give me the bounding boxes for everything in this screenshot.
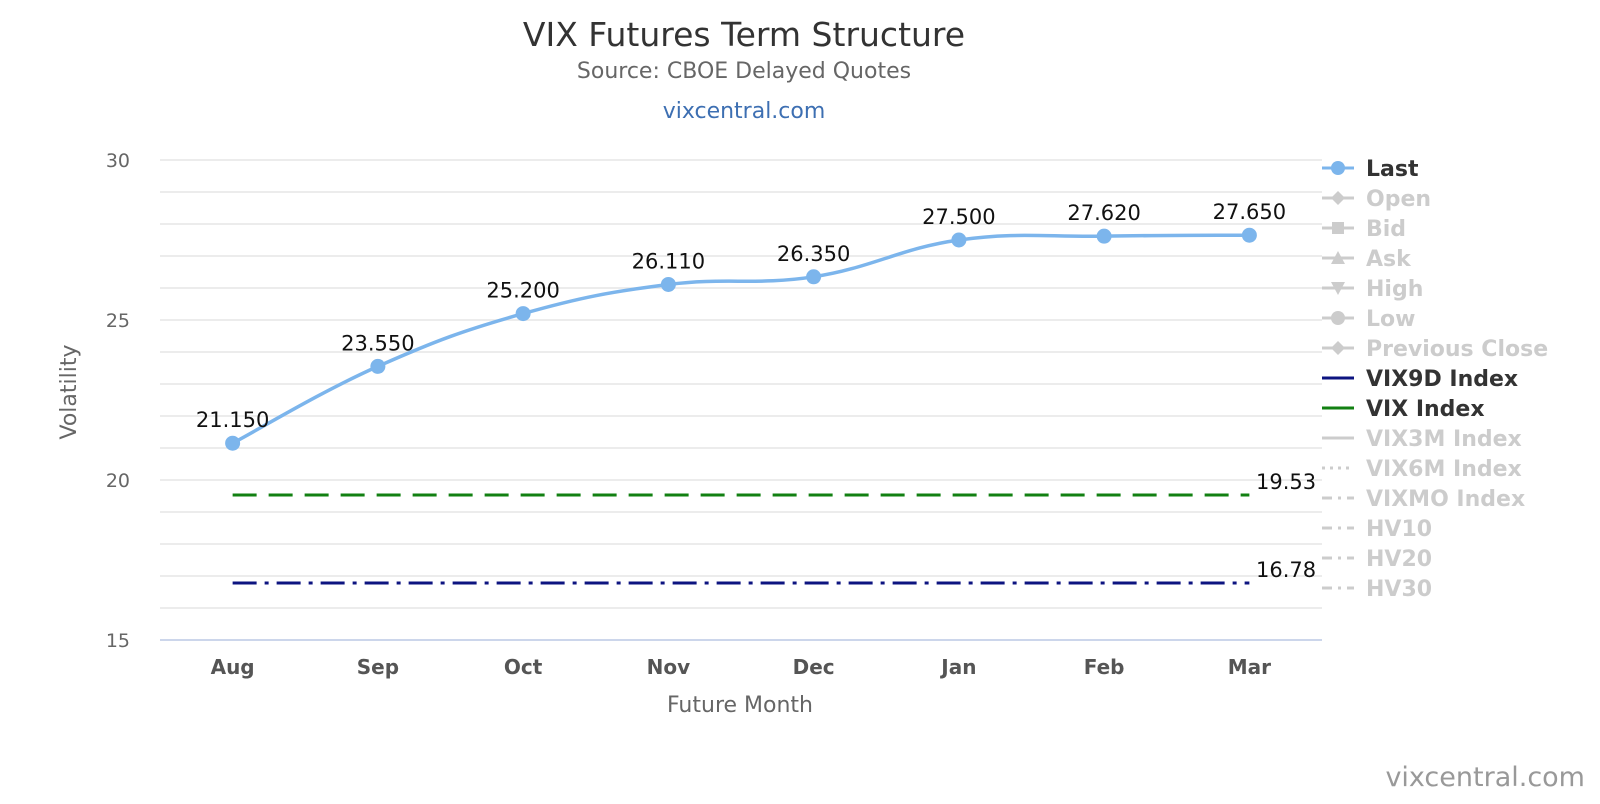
legend-marker (1331, 191, 1345, 205)
x-tick-label: Nov (647, 655, 691, 679)
legend-item-vixmo-index[interactable]: VIXMO Index (1322, 487, 1525, 512)
data-label: 23.550 (341, 331, 414, 355)
credit-label[interactable]: vixcentral.com (1385, 762, 1585, 793)
x-tick-label: Dec (793, 655, 835, 679)
legend-label: VIX9D Index (1366, 367, 1518, 392)
data-label: 25.200 (486, 279, 559, 303)
data-label: 27.620 (1067, 201, 1140, 225)
data-label: 27.500 (922, 205, 995, 229)
legend-item-hv20[interactable]: HV20 (1322, 547, 1432, 572)
chart-subtitle: Source: CBOE Delayed Quotes (577, 59, 911, 84)
data-point[interactable] (660, 276, 676, 292)
legend-item-vix6m-index[interactable]: VIX6M Index (1322, 457, 1522, 482)
data-label: 21.150 (196, 408, 269, 432)
legend[interactable]: Last Open Bid Ask High Low Previous Close VIX9D… (1322, 157, 1548, 602)
x-tick-label: Jan (939, 655, 976, 679)
legend-label: Ask (1366, 247, 1412, 272)
legend-item-ask[interactable]: Ask (1322, 247, 1412, 272)
data-point[interactable] (1096, 228, 1112, 244)
y-axis: 15 20 25 30 (106, 150, 130, 652)
legend-label: VIXMO Index (1366, 487, 1525, 512)
y-axis-title: Volatility (57, 344, 82, 439)
legend-item-bid[interactable]: Bid (1322, 217, 1406, 242)
legend-item-high[interactable]: High (1322, 277, 1423, 302)
data-point[interactable] (806, 269, 822, 285)
data-label: 26.110 (632, 249, 705, 273)
legend-item-hv10[interactable]: HV10 (1322, 517, 1432, 542)
grid-lines (160, 159, 1322, 641)
legend-label: VIX Index (1366, 397, 1485, 422)
legend-label: HV30 (1366, 577, 1432, 602)
legend-label: Bid (1366, 217, 1406, 242)
x-axis-title: Future Month (667, 693, 813, 718)
legend-marker (1331, 161, 1345, 175)
legend-label: Last (1366, 157, 1419, 182)
legend-marker (1331, 311, 1345, 325)
reference-line-label: 16.78 (1256, 558, 1316, 582)
legend-item-last[interactable]: Last (1322, 157, 1419, 182)
x-tick-label: Oct (504, 655, 543, 679)
legend-item-vix-index[interactable]: VIX Index (1322, 397, 1485, 422)
data-label: 27.650 (1213, 200, 1286, 224)
y-tick-label: 20 (106, 470, 130, 492)
legend-label: Open (1366, 187, 1431, 212)
legend-marker (1331, 341, 1345, 355)
legend-label: Previous Close (1366, 337, 1548, 362)
y-tick-label: 25 (106, 310, 130, 332)
y-tick-label: 15 (106, 630, 130, 652)
legend-item-previous-close[interactable]: Previous Close (1322, 337, 1548, 362)
reference-line-label: 19.53 (1256, 470, 1316, 494)
legend-item-low[interactable]: Low (1322, 307, 1415, 332)
legend-marker (1331, 251, 1345, 264)
legend-item-vix3m-index[interactable]: VIX3M Index (1322, 427, 1522, 452)
chart-title: VIX Futures Term Structure (523, 15, 965, 54)
legend-marker (1332, 222, 1344, 234)
x-tick-label: Mar (1228, 655, 1271, 679)
x-tick-label: Sep (357, 655, 399, 679)
data-point[interactable] (225, 435, 241, 451)
data-label: 26.350 (777, 242, 850, 266)
legend-item-hv30[interactable]: HV30 (1322, 577, 1432, 602)
data-point[interactable] (1241, 227, 1257, 243)
legend-item-vix9d-index[interactable]: VIX9D Index (1322, 367, 1518, 392)
legend-label: High (1366, 277, 1423, 302)
x-tick-label: Aug (211, 655, 255, 679)
x-axis: Aug Sep Oct Nov Dec Jan Feb Mar (211, 655, 1272, 679)
legend-label: Low (1366, 307, 1415, 332)
data-point[interactable] (515, 306, 531, 322)
legend-item-open[interactable]: Open (1322, 187, 1431, 212)
data-point[interactable] (951, 232, 967, 248)
x-tick-label: Feb (1084, 655, 1125, 679)
legend-label: VIX6M Index (1366, 457, 1522, 482)
reference-lines: 19.53 16.78 (232, 470, 1316, 585)
series-last: 21.150 23.550 25.200 26.110 26.350 27.500 27.6… (196, 200, 1286, 451)
y-tick-label: 30 (106, 150, 130, 172)
legend-label: HV20 (1366, 547, 1432, 572)
series-line-last (231, 233, 1250, 445)
data-point[interactable] (370, 358, 386, 374)
legend-marker (1331, 282, 1345, 295)
legend-label: VIX3M Index (1366, 427, 1522, 452)
legend-label: HV10 (1366, 517, 1432, 542)
site-link[interactable]: vixcentral.com (663, 99, 826, 124)
